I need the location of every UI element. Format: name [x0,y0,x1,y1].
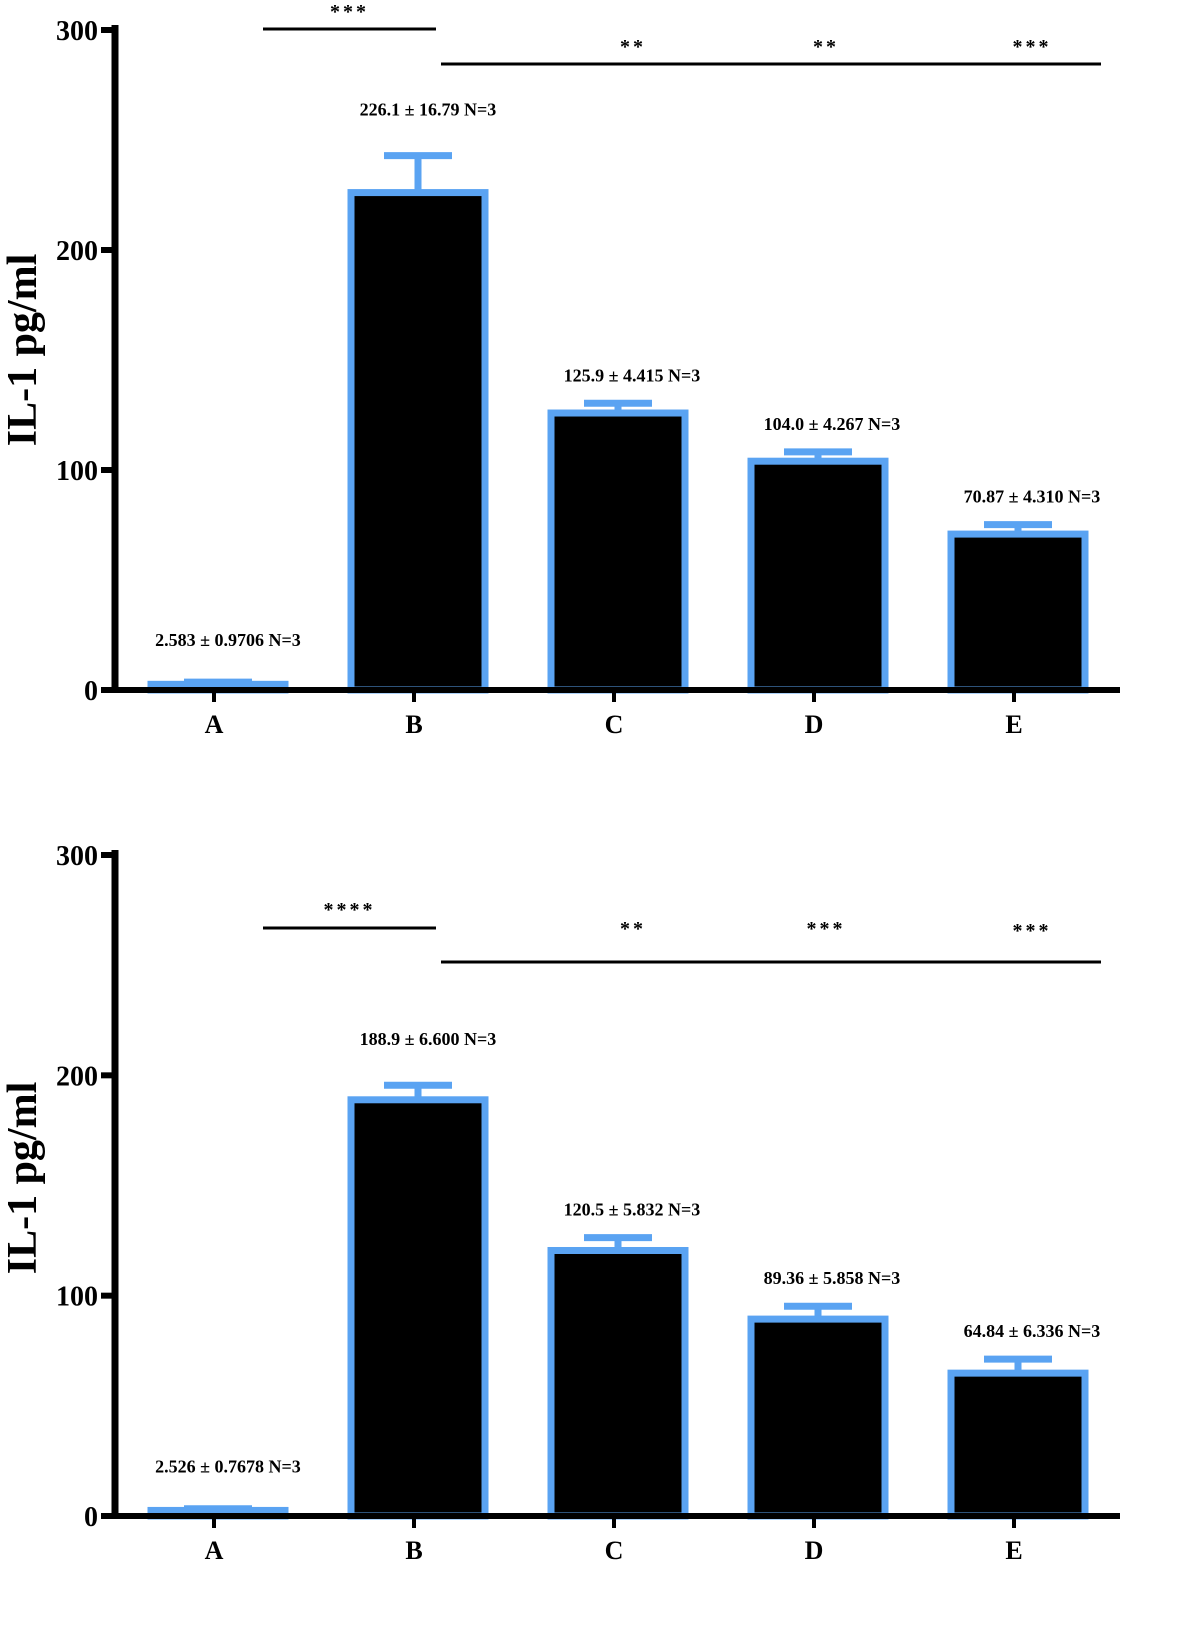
x-tick-label-A: A [205,1536,224,1565]
y-axis-label: IL-1 pg/ml [0,1082,46,1275]
significance-label-A-B: *** [330,1,369,23]
bar-D [747,457,889,694]
y-tick-label-300: 300 [56,841,98,872]
significance-label-C: ** [620,36,646,58]
bar-E [947,530,1089,694]
significance-label-E: *** [1013,36,1052,58]
x-tick-label-B: B [405,710,422,739]
bar-C [547,409,689,694]
x-tick-label-C: C [605,710,624,739]
y-tick-label-300: 300 [56,16,98,47]
data-label-E: 70.87 ± 4.310 N=3 [964,487,1101,507]
chart-panel-1: IL-1 pg/ml 2.583 ± 0.9706 N=3 A 226.1 ± 16.… [0,1,1120,739]
x-tick-label-D: D [805,710,824,739]
data-label-A: 2.583 ± 0.9706 N=3 [155,630,301,650]
x-tick-label-E: E [1005,1536,1022,1565]
data-label-B: 188.9 ± 6.600 N=3 [360,1029,497,1049]
data-label-E: 64.84 ± 6.336 N=3 [964,1321,1101,1341]
bar-B [347,1096,489,1520]
y-tick-label-0: 0 [84,1502,98,1533]
x-tick-label-A: A [205,710,224,739]
y-tick-label-0: 0 [84,676,98,707]
significance-label-E: *** [1013,920,1052,942]
bar-B [347,189,489,694]
bar-E [947,1369,1089,1520]
y-tick-label-200: 200 [56,236,98,267]
significance-label-A-B: **** [324,899,376,921]
data-label-D: 104.0 ± 4.267 N=3 [764,414,901,434]
x-tick-label-B: B [405,1536,422,1565]
y-tick-label-100: 100 [56,456,98,487]
significance-label-D: *** [807,918,846,940]
x-tick-label-C: C [605,1536,624,1565]
chart-panel-2: IL-1 pg/ml 2.526 ± 0.7678 N=3 A 188.9 ± 6.6… [0,841,1120,1565]
data-label-C: 125.9 ± 4.415 N=3 [564,365,701,385]
bar-C [547,1246,689,1520]
significance-label-D: ** [813,36,839,58]
data-label-C: 120.5 ± 5.832 N=3 [564,1200,701,1220]
data-label-D: 89.36 ± 5.858 N=3 [764,1268,901,1288]
significance-label-C: ** [620,918,646,940]
x-tick-label-D: D [805,1536,824,1565]
data-label-B: 226.1 ± 16.79 N=3 [360,100,497,120]
x-tick-label-E: E [1005,710,1022,739]
y-tick-label-200: 200 [56,1061,98,1092]
data-label-A: 2.526 ± 0.7678 N=3 [155,1457,301,1477]
y-tick-label-100: 100 [56,1282,98,1313]
bar-D [747,1315,889,1520]
y-axis-label: IL-1 pg/ml [0,254,46,447]
